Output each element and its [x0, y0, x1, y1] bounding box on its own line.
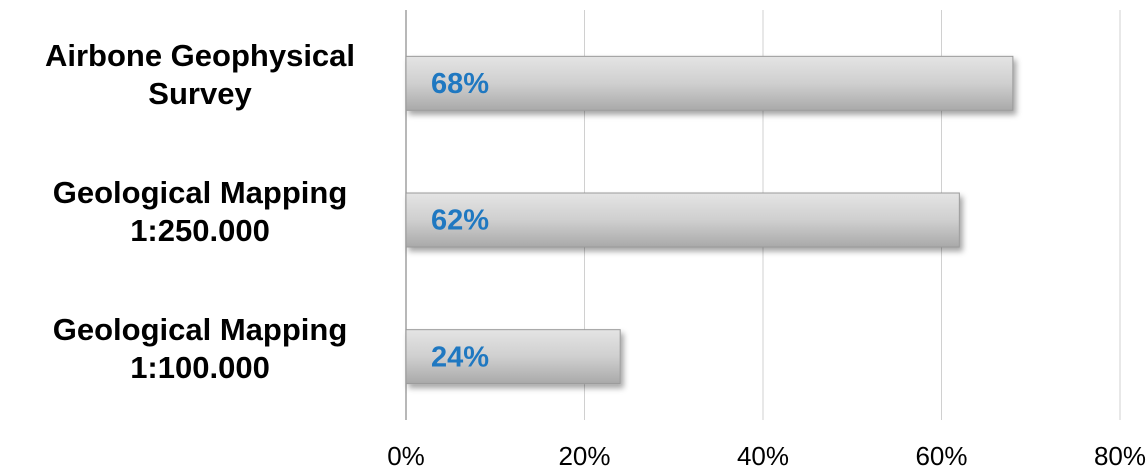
x-tick-label: 20% — [558, 441, 610, 471]
y-tick-label: Geological Mapping 1:100.000 — [52, 311, 348, 385]
bar — [405, 55, 1014, 111]
y-tick-label: Airbone Geophysical Survey — [44, 38, 356, 112]
data-label: 62% — [431, 205, 489, 237]
y-tick-label: Geological Mapping 1:250.000 — [52, 175, 348, 248]
x-tick-label: 40% — [737, 441, 789, 471]
x-tick-label: 60% — [915, 441, 967, 471]
bar — [405, 192, 960, 248]
x-tick-label: 0% — [387, 441, 425, 471]
bar — [405, 329, 621, 385]
data-label: 24% — [431, 341, 489, 373]
x-tick-label: 80% — [1094, 441, 1146, 471]
data-label: 68% — [431, 68, 489, 100]
